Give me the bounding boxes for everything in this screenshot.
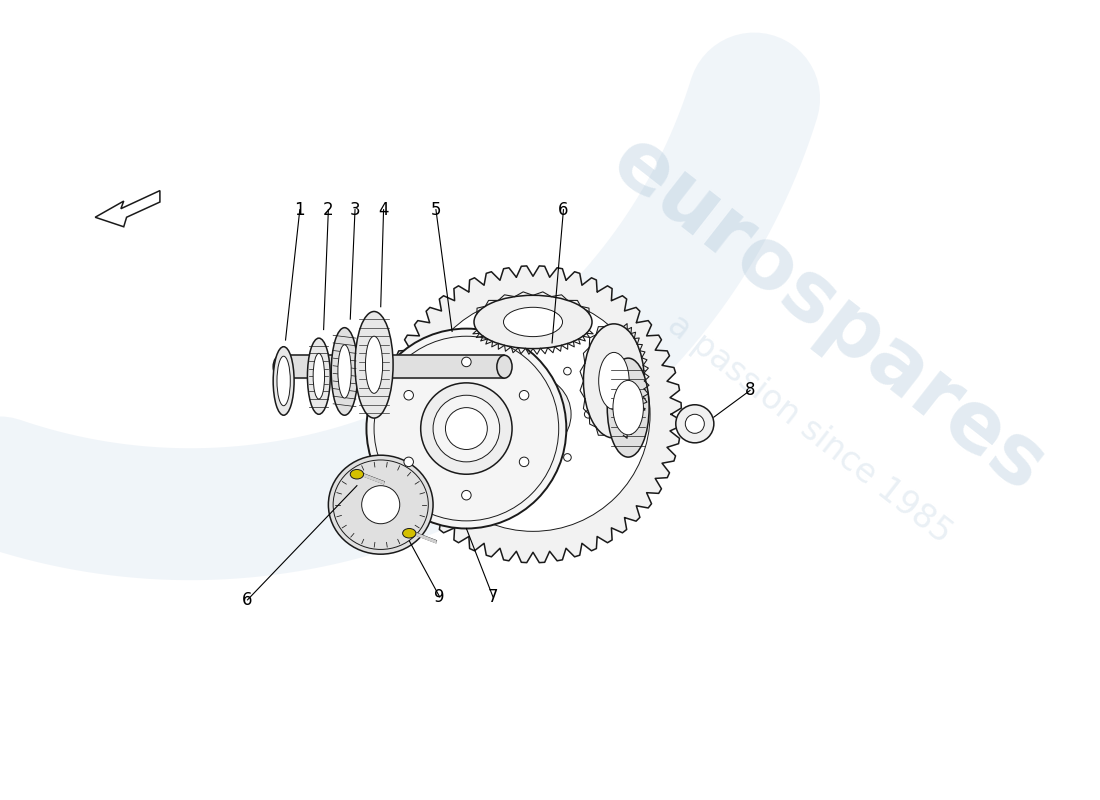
Ellipse shape xyxy=(307,338,330,414)
Circle shape xyxy=(420,383,513,474)
Text: 1: 1 xyxy=(295,201,305,218)
Circle shape xyxy=(462,357,471,366)
Polygon shape xyxy=(416,534,436,542)
Circle shape xyxy=(685,414,704,434)
Ellipse shape xyxy=(607,358,649,457)
Polygon shape xyxy=(96,190,160,226)
Ellipse shape xyxy=(277,356,290,406)
Ellipse shape xyxy=(350,470,364,479)
Ellipse shape xyxy=(362,486,399,524)
Text: 2: 2 xyxy=(323,201,333,218)
Circle shape xyxy=(433,395,499,462)
Circle shape xyxy=(563,367,571,375)
Ellipse shape xyxy=(331,328,358,415)
Circle shape xyxy=(584,410,592,418)
Circle shape xyxy=(446,408,487,450)
Ellipse shape xyxy=(365,336,383,394)
Text: 6: 6 xyxy=(242,591,253,609)
Circle shape xyxy=(404,390,414,400)
Text: eurospares: eurospares xyxy=(595,120,1060,509)
Text: a passion since 1985: a passion since 1985 xyxy=(661,307,957,550)
Ellipse shape xyxy=(329,455,433,554)
Circle shape xyxy=(675,405,714,443)
Circle shape xyxy=(480,386,487,394)
Ellipse shape xyxy=(504,307,562,337)
Circle shape xyxy=(563,454,571,462)
Circle shape xyxy=(495,376,571,452)
Circle shape xyxy=(513,394,554,435)
Circle shape xyxy=(480,434,487,442)
Ellipse shape xyxy=(474,295,592,349)
Ellipse shape xyxy=(403,529,416,538)
Circle shape xyxy=(519,390,529,400)
Text: 8: 8 xyxy=(745,382,756,399)
Text: 4: 4 xyxy=(378,201,388,218)
Circle shape xyxy=(366,329,566,529)
Text: 5: 5 xyxy=(431,201,441,218)
Text: 3: 3 xyxy=(350,201,361,218)
Ellipse shape xyxy=(598,353,629,410)
Ellipse shape xyxy=(613,380,644,435)
Ellipse shape xyxy=(314,354,324,399)
Text: 6: 6 xyxy=(558,201,569,218)
Circle shape xyxy=(395,276,671,552)
Polygon shape xyxy=(385,266,681,562)
Ellipse shape xyxy=(273,355,288,378)
Ellipse shape xyxy=(273,346,294,415)
Circle shape xyxy=(517,357,525,364)
Text: 7: 7 xyxy=(487,588,498,606)
Circle shape xyxy=(519,457,529,466)
Ellipse shape xyxy=(355,311,393,418)
Ellipse shape xyxy=(497,355,513,378)
Polygon shape xyxy=(364,474,384,484)
Circle shape xyxy=(416,298,650,531)
Circle shape xyxy=(517,464,525,472)
Circle shape xyxy=(462,490,471,500)
Ellipse shape xyxy=(338,345,351,398)
Circle shape xyxy=(404,457,414,466)
Ellipse shape xyxy=(583,324,645,438)
Text: 9: 9 xyxy=(434,588,446,606)
